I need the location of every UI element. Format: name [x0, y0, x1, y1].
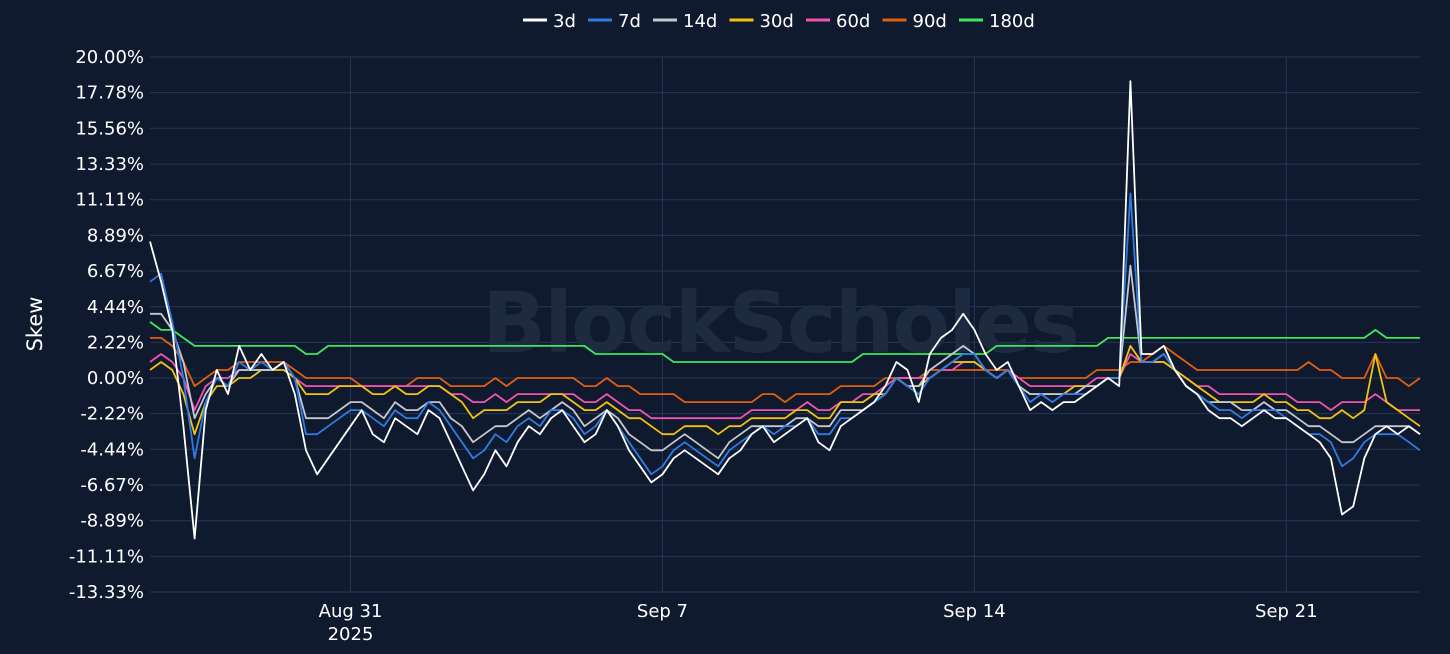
y-tick-label: 4.44% — [87, 297, 144, 318]
legend-item-14d[interactable]: 14d — [653, 11, 717, 32]
y-tick-label: -6.67% — [80, 475, 144, 496]
series-line-180d — [149, 321, 1420, 363]
y-tick-label: 2.22% — [87, 332, 144, 353]
legend-label: 180d — [989, 11, 1035, 32]
x-tick-label: Sep 7 — [637, 601, 688, 622]
series-lines — [149, 80, 1421, 540]
legend: 3d 7d 14d 30d 60d 90d 180d — [523, 11, 1035, 32]
y-tick-label: 6.67% — [87, 261, 144, 282]
x-tick-sublabel: 2025 — [328, 624, 374, 645]
legend-label: 60d — [836, 11, 870, 32]
series-line-3d — [149, 80, 1421, 540]
y-tick-label: -11.11% — [69, 546, 144, 567]
grid — [150, 56, 1420, 593]
legend-item-7d[interactable]: 7d — [588, 11, 641, 32]
y-tick-label: 11.11% — [75, 190, 144, 211]
legend-item-90d[interactable]: 90d — [882, 11, 947, 32]
legend-label: 3d — [553, 11, 576, 32]
y-tick-label: 13.33% — [75, 154, 144, 175]
y-tick-label: 8.89% — [87, 225, 144, 246]
legend-item-30d[interactable]: 30d — [729, 11, 794, 32]
y-tick-label: -8.89% — [80, 511, 144, 532]
y-axis-label: Skew — [23, 297, 47, 352]
y-tick-label: -2.22% — [80, 404, 144, 425]
legend-label: 14d — [683, 11, 717, 32]
y-tick-label: 0.00% — [87, 368, 144, 389]
x-tick-label: Sep 21 — [1255, 601, 1318, 622]
series-line-30d — [149, 345, 1421, 436]
y-tick-label: 20.00% — [75, 47, 144, 68]
legend-item-60d[interactable]: 60d — [806, 11, 870, 32]
y-tick-label: 17.78% — [75, 83, 144, 104]
legend-item-3d[interactable]: 3d — [523, 11, 576, 32]
y-tick-label: -13.33% — [69, 582, 144, 603]
x-tick-label: Sep 14 — [943, 601, 1006, 622]
y-axis: 20.00% 17.78% 15.56% 13.33% 11.11% 8.89% 6.67%… — [69, 47, 144, 603]
legend-item-180d[interactable]: 180d — [959, 11, 1035, 32]
legend-label: 7d — [618, 11, 641, 32]
legend-label: 90d — [913, 11, 947, 32]
watermark-logo: BlockScholes — [482, 274, 1078, 372]
x-tick-label: Aug 31 — [319, 601, 383, 622]
y-tick-label: 15.56% — [75, 118, 144, 139]
legend-label: 30d — [760, 11, 794, 32]
y-tick-label: -4.44% — [80, 439, 144, 460]
